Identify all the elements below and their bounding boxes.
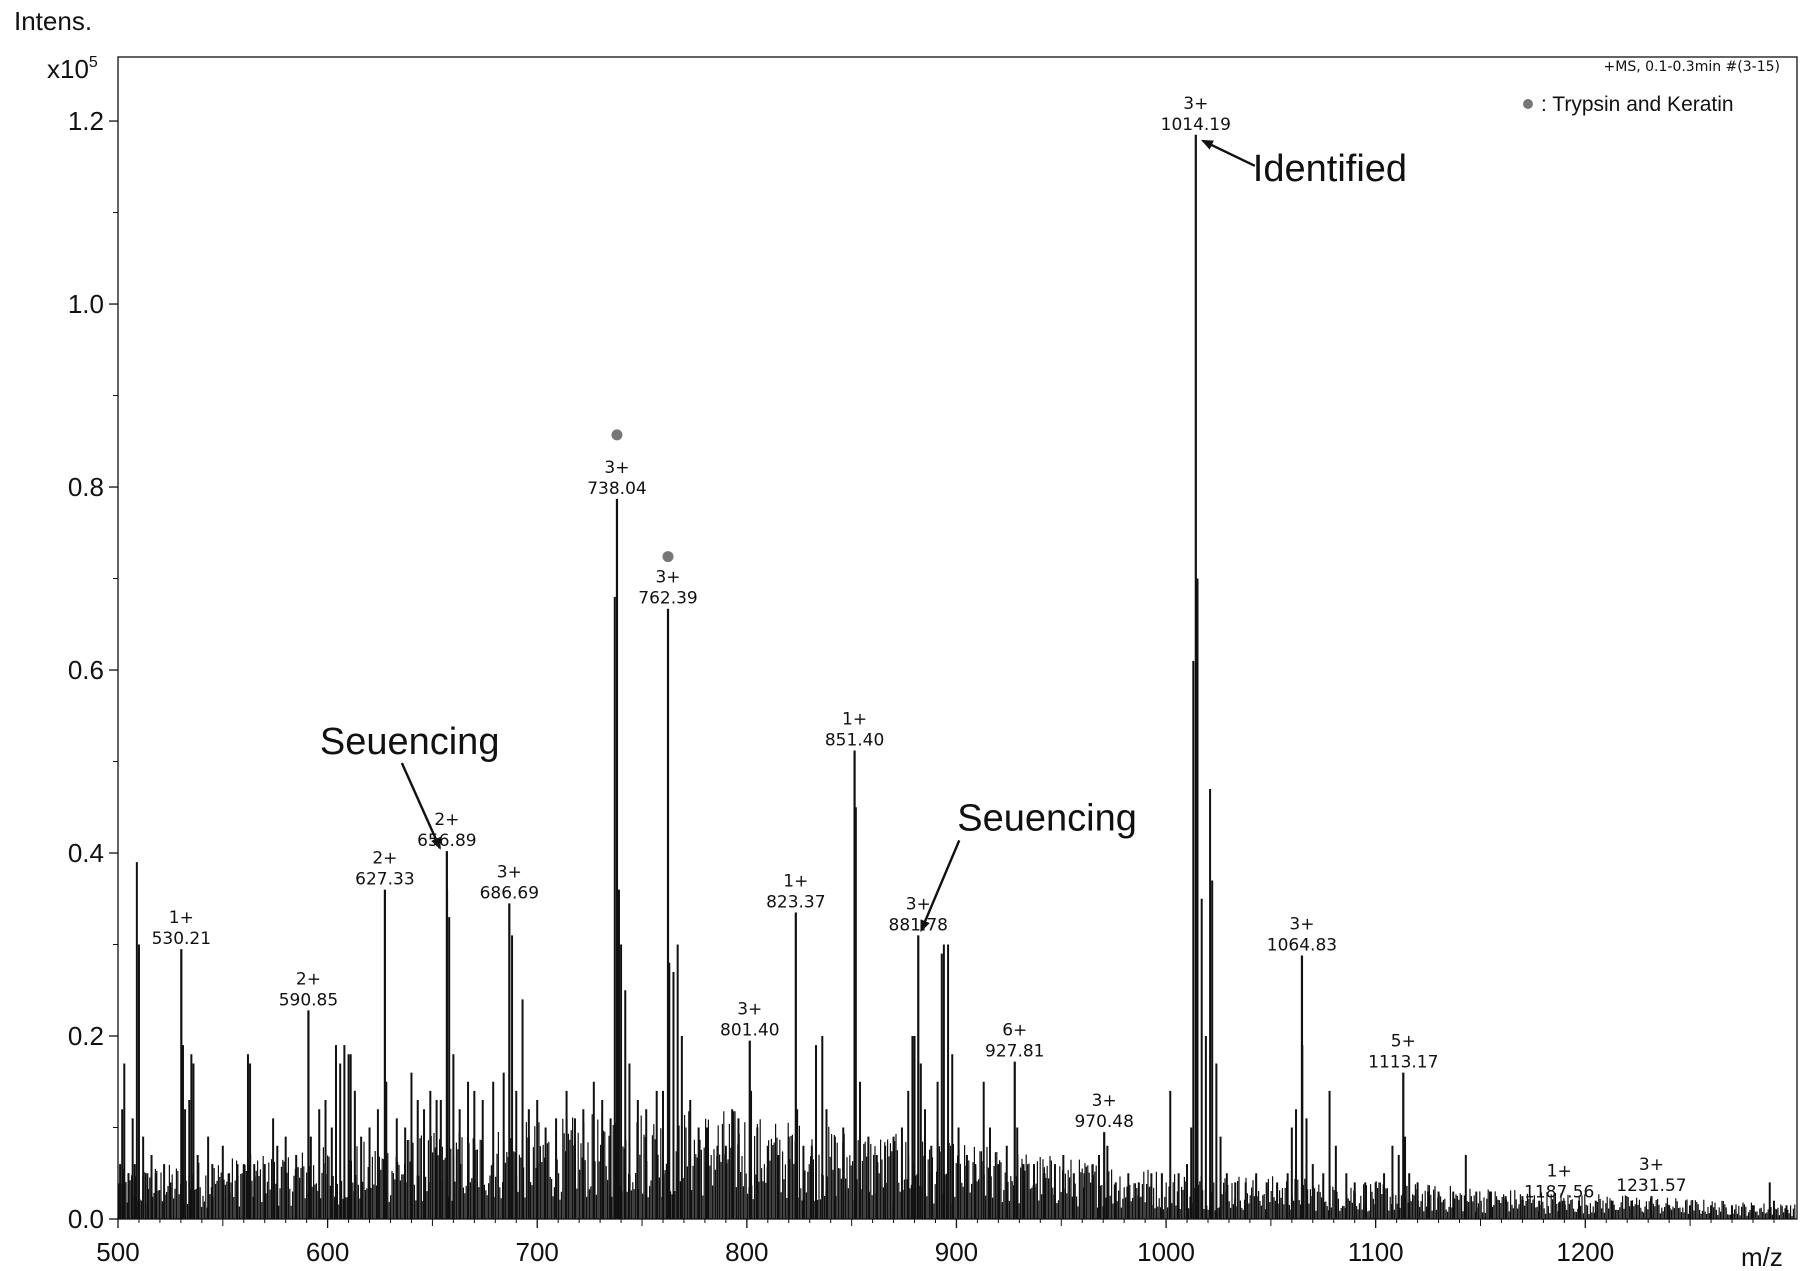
peak-mz-label: 851.40 — [825, 731, 884, 751]
x-tick-label: 600 — [306, 1237, 349, 1267]
x-tick-label: 1200 — [1556, 1237, 1614, 1267]
peak-mz-label: 1064.83 — [1267, 935, 1337, 955]
peak-mz-label: 1231.57 — [1616, 1176, 1686, 1196]
peak-charge-label: 1+ — [842, 710, 867, 730]
peak-mz-label: 762.39 — [638, 589, 697, 609]
annotation-label: Seuencing — [320, 721, 500, 763]
peak-labels: 1+530.212+590.852+627.332+656.893+686.69… — [152, 94, 1687, 1203]
y-axis-multiplier-base: x10 — [47, 54, 89, 84]
y-tick-label: 0.0 — [68, 1204, 104, 1234]
annotation-arrow — [400, 762, 441, 850]
y-tick-label: 0.4 — [68, 838, 104, 868]
peak-mz-label: 686.69 — [480, 883, 539, 903]
peak-mz-label: 530.21 — [152, 929, 211, 949]
peak-mz-label: 1014.19 — [1161, 115, 1231, 135]
x-tick-label: 900 — [935, 1237, 978, 1267]
trypsin-keratin-marker — [611, 429, 623, 441]
trypsin-keratin-marker — [662, 551, 674, 563]
peak-charge-label: 2+ — [296, 969, 321, 989]
peak-mz-label: 801.40 — [720, 1021, 779, 1041]
plot-frame — [117, 56, 1798, 1220]
peak-charge-label: 1+ — [169, 908, 194, 928]
annotation-arrow — [920, 839, 961, 933]
peak-mz-label: 590.85 — [279, 990, 338, 1010]
x-tick-label: 500 — [96, 1237, 139, 1267]
y-tick-label: 1.0 — [68, 289, 104, 319]
x-tick-label: 800 — [725, 1237, 768, 1267]
peak-charge-label: 3+ — [604, 458, 629, 478]
peak-charge-label: 2+ — [434, 810, 459, 830]
peak-charge-label: 3+ — [1289, 914, 1314, 934]
y-axis-title: Intens. — [14, 6, 92, 36]
peak-mz-label: 1187.56 — [1524, 1183, 1594, 1203]
y-tick-label: 0.2 — [68, 1021, 104, 1051]
peak-charge-label: 3+ — [737, 1000, 762, 1020]
peak-charge-label: 6+ — [1002, 1021, 1027, 1041]
annotation-label: Identified — [1253, 148, 1407, 190]
peak-charge-label: 3+ — [655, 568, 680, 588]
peak-charge-label: 3+ — [497, 862, 522, 882]
spectrum-peaks — [118, 134, 1796, 1219]
peak-mz-label: 627.33 — [355, 870, 414, 890]
peak-charge-label: 2+ — [372, 849, 397, 869]
scan-info: +MS, 0.1-0.3min #(3-15) — [1604, 59, 1780, 75]
peak-charge-label: 1+ — [1547, 1162, 1572, 1182]
y-tick-label: 0.6 — [68, 655, 104, 685]
peak-mz-label: 927.81 — [985, 1042, 1044, 1062]
peak-mz-label: 1113.17 — [1368, 1053, 1438, 1073]
peak-mz-label: 656.89 — [417, 831, 476, 851]
y-axis-multiplier: x105 — [47, 54, 98, 84]
annotation-arrow — [1201, 139, 1256, 167]
y-tick-label: 0.8 — [68, 472, 104, 502]
peak-charge-label: 3+ — [906, 894, 931, 914]
x-tick-label: 1100 — [1348, 1237, 1404, 1267]
peak-charge-label: 3+ — [1183, 94, 1208, 114]
legend-label: : Trypsin and Keratin — [1541, 93, 1734, 116]
peak-charge-label: 5+ — [1391, 1032, 1416, 1052]
x-tick-label: 700 — [516, 1237, 559, 1267]
peak-mz-label: 738.04 — [587, 479, 646, 499]
x-axis-title: m/z — [1741, 1242, 1783, 1271]
legend-marker-icon — [1523, 99, 1533, 109]
peak-charge-label: 1+ — [783, 871, 808, 891]
peak-charge-label: 3+ — [1092, 1091, 1117, 1111]
peak-mz-label: 970.48 — [1074, 1112, 1133, 1132]
annotations: Identified Seuencing Seuencing — [320, 139, 1407, 933]
y-tick-label: 1.2 — [68, 106, 104, 136]
peak-charge-label: 3+ — [1639, 1155, 1664, 1175]
axes: 0.0 0.2 0.4 0.6 0.8 1.0 1.2 500 600 700 800 900 1000… — [68, 56, 1798, 1267]
peak-mz-label: 823.37 — [766, 892, 825, 912]
y-axis-multiplier-exponent: 5 — [89, 54, 98, 71]
annotation-label: Seuencing — [957, 797, 1137, 839]
peak-mz-label: 881.78 — [889, 915, 948, 935]
x-tick-label: 1000 — [1137, 1237, 1195, 1267]
